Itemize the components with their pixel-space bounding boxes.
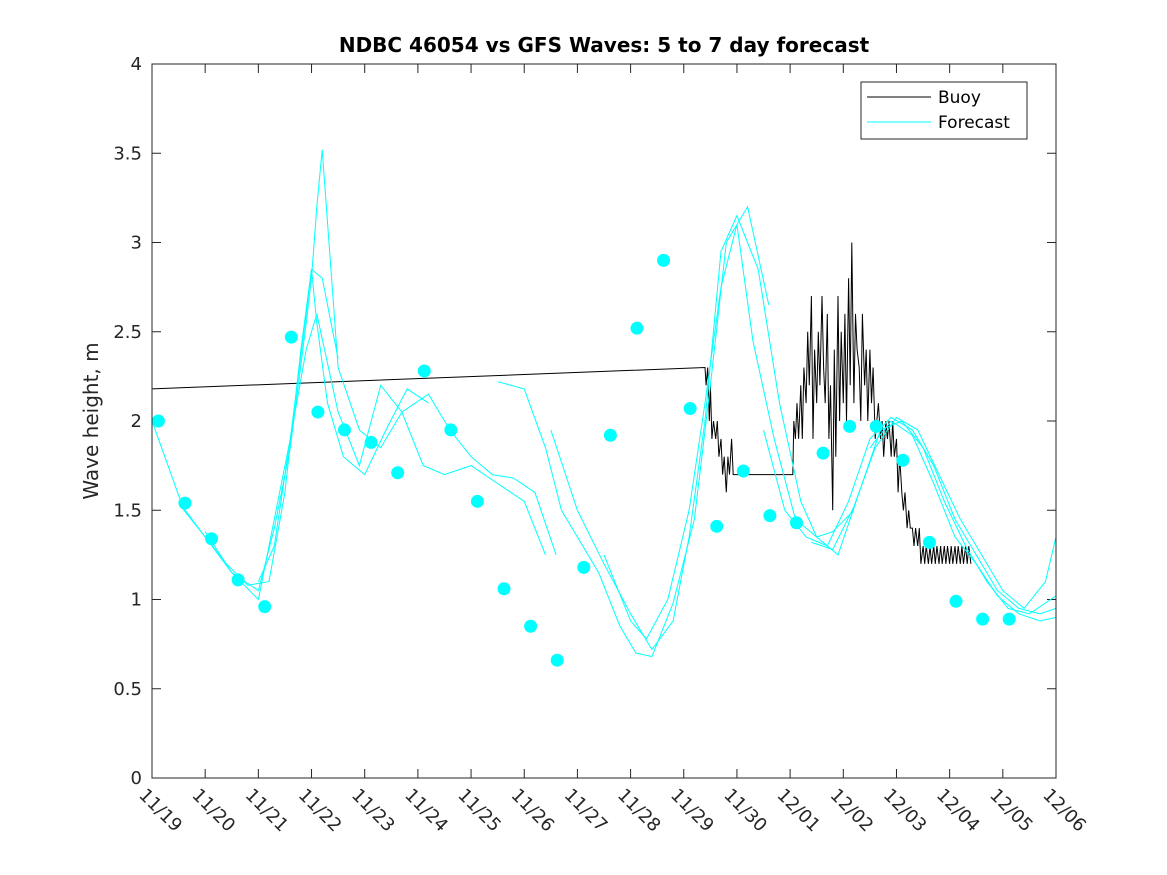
x-tick-label: 12/03	[879, 785, 931, 837]
forecast-marker	[178, 496, 192, 510]
x-tick-label: 11/22	[294, 785, 346, 837]
forecast-marker	[657, 253, 671, 267]
forecast-marker	[736, 464, 750, 478]
forecast-marker	[258, 600, 272, 614]
forecast-marker	[497, 582, 511, 596]
forecast-marker	[603, 428, 617, 442]
legend: Buoy Forecast	[860, 81, 1028, 140]
chart-title: NDBC 46054 vs GFS Waves: 5 to 7 day fore…	[339, 33, 870, 57]
x-tick-label: 11/27	[560, 785, 612, 837]
legend-box	[860, 81, 1028, 140]
forecast-marker	[577, 560, 591, 574]
forecast-markers	[151, 253, 1016, 667]
forecast-marker	[470, 494, 484, 508]
x-tick-label: 11/29	[666, 785, 718, 837]
forecast-series-line	[763, 416, 1056, 615]
x-tick-label: 11/20	[188, 785, 240, 837]
y-tick-label: 0.5	[113, 679, 142, 700]
x-tick-label: 12/04	[932, 785, 984, 837]
y-tick-label: 1.5	[113, 500, 142, 521]
forecast-marker	[789, 516, 803, 530]
forecast-marker	[524, 619, 538, 633]
y-tick-label: 2.5	[113, 322, 142, 343]
y-tick-label: 3.5	[113, 143, 142, 164]
forecast-marker	[284, 330, 298, 344]
forecast-marker	[550, 653, 564, 667]
forecast-series-line	[603, 224, 1056, 640]
forecast-marker	[869, 419, 883, 433]
forecast-marker	[444, 423, 458, 437]
forecast-marker	[922, 535, 936, 549]
y-tick-label: 3	[131, 233, 142, 254]
plot-frame	[151, 63, 1057, 779]
x-tick-label: 11/24	[400, 785, 452, 837]
forecast-marker	[896, 453, 910, 467]
forecast-marker	[683, 402, 697, 416]
x-tick-label: 11/26	[507, 785, 559, 837]
y-tick-label: 0	[131, 768, 142, 789]
x-tick-label: 11/30	[719, 785, 771, 837]
x-tick-label: 11/28	[613, 785, 665, 837]
forecast-marker	[710, 519, 724, 533]
forecast-marker	[630, 321, 644, 335]
x-tick-label: 12/02	[826, 785, 878, 837]
forecast-marker	[151, 414, 165, 428]
forecast-marker	[417, 364, 431, 378]
forecast-marker	[816, 446, 830, 460]
forecast-series-line	[257, 313, 546, 582]
forecast-marker	[949, 594, 963, 608]
forecast-marker	[1002, 612, 1016, 626]
x-tick-label: 11/19	[134, 785, 186, 837]
x-tick-label: 11/25	[454, 785, 506, 837]
forecast-series-line	[811, 416, 1056, 610]
plot-area	[152, 64, 1056, 778]
y-axis-label: Wave height, m	[79, 342, 103, 499]
legend-label-buoy: Buoy	[938, 88, 981, 108]
forecast-marker	[843, 419, 857, 433]
x-tick-label: 12/05	[985, 785, 1037, 837]
x-tick-label: 11/21	[241, 785, 293, 837]
forecast-marker	[337, 423, 351, 437]
y-tick-label: 2	[131, 411, 142, 432]
y-tick-label: 1	[131, 590, 142, 611]
x-tick-label: 12/01	[773, 785, 825, 837]
forecast-series-line	[204, 149, 557, 592]
y-tick-label: 4	[131, 54, 142, 75]
x-tick-label: 11/23	[347, 785, 399, 837]
forecast-series-line	[869, 420, 1056, 622]
legend-label-forecast: Forecast	[938, 113, 1010, 133]
y-axis-ticks: 0 0.5 1 1.5 2 2.5 3 3.5 4	[113, 54, 1056, 789]
forecast-marker	[364, 435, 378, 449]
forecast-marker	[311, 405, 325, 419]
forecast-marker	[976, 612, 990, 626]
x-tick-label: 12/06	[1038, 785, 1090, 837]
buoy-series-line	[152, 242, 972, 564]
forecast-marker	[763, 509, 777, 523]
forecast-marker	[205, 532, 219, 546]
forecast-marker	[231, 573, 245, 587]
forecast-marker	[391, 466, 405, 480]
